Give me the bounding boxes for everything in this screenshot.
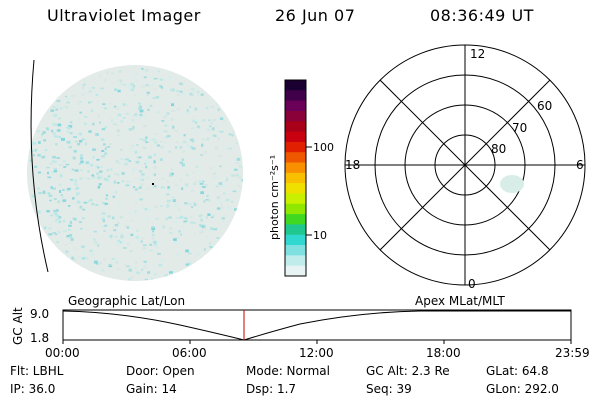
colorbar-cell — [285, 214, 306, 225]
colorbar-cell — [285, 183, 306, 194]
filter-info: Flt: LBHL — [10, 364, 64, 378]
colorbar-cell — [285, 265, 306, 277]
timeline-left-title: Geographic Lat/Lon — [68, 294, 185, 308]
mode-info: Mode: Normal — [246, 364, 330, 378]
polar-labels: 12 6 0 18 60 70 80 — [345, 47, 584, 291]
mlt-label-12: 12 — [470, 47, 485, 61]
colorbar-cell — [285, 110, 306, 122]
colorbar-cell — [285, 245, 306, 256]
mlt-label-0: 0 — [468, 277, 476, 291]
colorbar-cell — [285, 80, 306, 91]
colorbar-cell — [285, 141, 306, 153]
colorbar-tick-label: 10 — [313, 229, 327, 242]
colorbar-cell — [285, 255, 306, 267]
lat-label-60: 60 — [537, 99, 552, 113]
uv-disk — [27, 65, 243, 281]
colorbar-cell — [285, 224, 306, 236]
mlt-label-18: 18 — [345, 158, 360, 172]
colorbar-frame — [284, 79, 307, 277]
dsp-info: Dsp: 1.7 — [246, 382, 297, 396]
x-tick-label: 18:00 — [426, 346, 461, 360]
colorbar-cell — [285, 162, 306, 174]
colorbar-gradient — [285, 80, 306, 277]
seq-info: Seq: 39 — [366, 382, 412, 396]
colorbar-cell — [285, 203, 306, 215]
disk-marker — [152, 183, 154, 185]
altitude-curve — [62, 310, 571, 341]
colorbar-unit-label: photon cm⁻²s⁻¹ — [268, 155, 281, 240]
gain-info: Gain: 14 — [126, 382, 177, 396]
ip-info: IP: 36.0 — [10, 382, 56, 396]
time-label: 08:36:49 UT — [430, 6, 534, 25]
x-tick-label: 06:00 — [172, 346, 207, 360]
altitude-timeline: Geographic Lat/Lon Apex MLat/MLT GC Alt … — [11, 294, 590, 360]
colorbar-cell — [285, 234, 306, 246]
door-info: Door: Open — [126, 364, 195, 378]
polar-aurora-patch — [500, 175, 524, 193]
polar-plot — [344, 44, 586, 286]
colorbar-cell — [285, 121, 306, 133]
mlt-label-6: 6 — [576, 158, 584, 172]
x-tick-label: 00:00 — [45, 346, 80, 360]
timeline-frame — [62, 309, 572, 341]
date-label: 26 Jun 07 — [275, 6, 356, 25]
colorbar: 100 10 photon cm⁻²s⁻¹ — [268, 79, 334, 277]
colorbar-cell — [285, 131, 306, 143]
limb-arc — [30, 59, 49, 273]
uv-image-panel — [27, 59, 243, 281]
lat-label-80: 80 — [491, 142, 506, 156]
colorbar-cell — [285, 90, 306, 102]
colorbar-cell — [285, 100, 306, 112]
lat-label-70: 70 — [512, 121, 527, 135]
timeline-right-title: Apex MLat/MLT — [415, 294, 505, 308]
app-title: Ultraviolet Imager — [47, 6, 201, 25]
polar-diagonal-2 — [379, 79, 551, 251]
y-tick-label: 9.0 — [30, 307, 49, 321]
colorbar-cell — [285, 172, 306, 184]
y-axis-label: GC Alt — [11, 307, 25, 345]
gc-alt-info: GC Alt: 2.3 Re — [366, 364, 450, 378]
y-tick-label: 1.8 — [30, 331, 49, 345]
glat-info: GLat: 64.8 — [486, 364, 549, 378]
colorbar-cell — [285, 193, 306, 205]
uv-speckles — [29, 68, 243, 281]
colorbar-tick-label: 100 — [313, 141, 334, 154]
x-tick-label: 23:59 — [555, 346, 590, 360]
glon-info: GLon: 292.0 — [486, 382, 559, 396]
x-tick-label: 12:00 — [299, 346, 334, 360]
colorbar-cell — [285, 152, 306, 164]
